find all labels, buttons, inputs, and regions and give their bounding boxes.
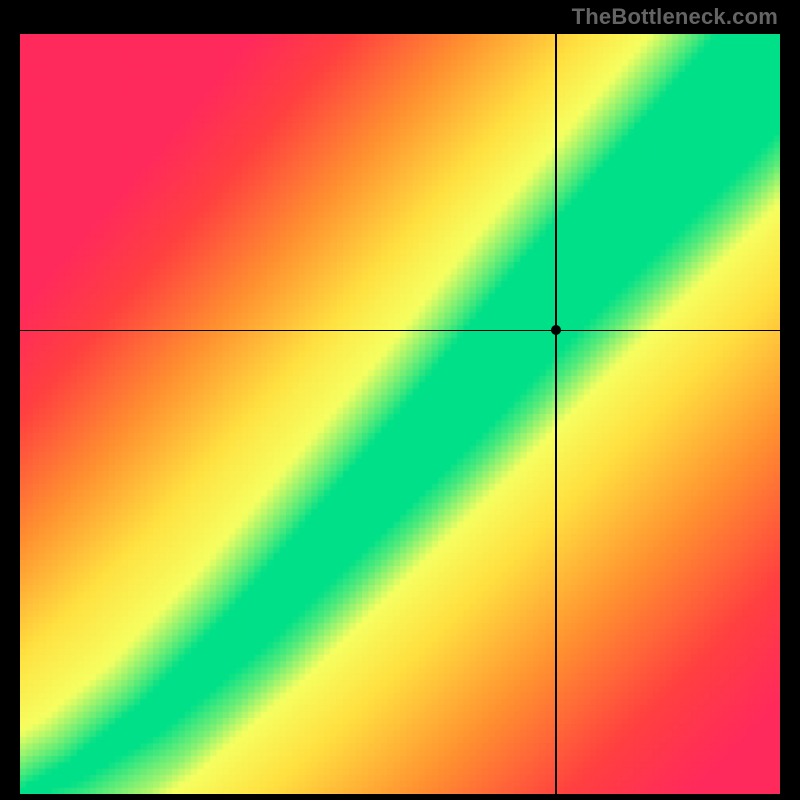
watermark-text: TheBottleneck.com [572,4,778,30]
heatmap-canvas [20,34,780,794]
crosshair-horizontal [20,330,780,332]
crosshair-vertical [555,34,557,794]
